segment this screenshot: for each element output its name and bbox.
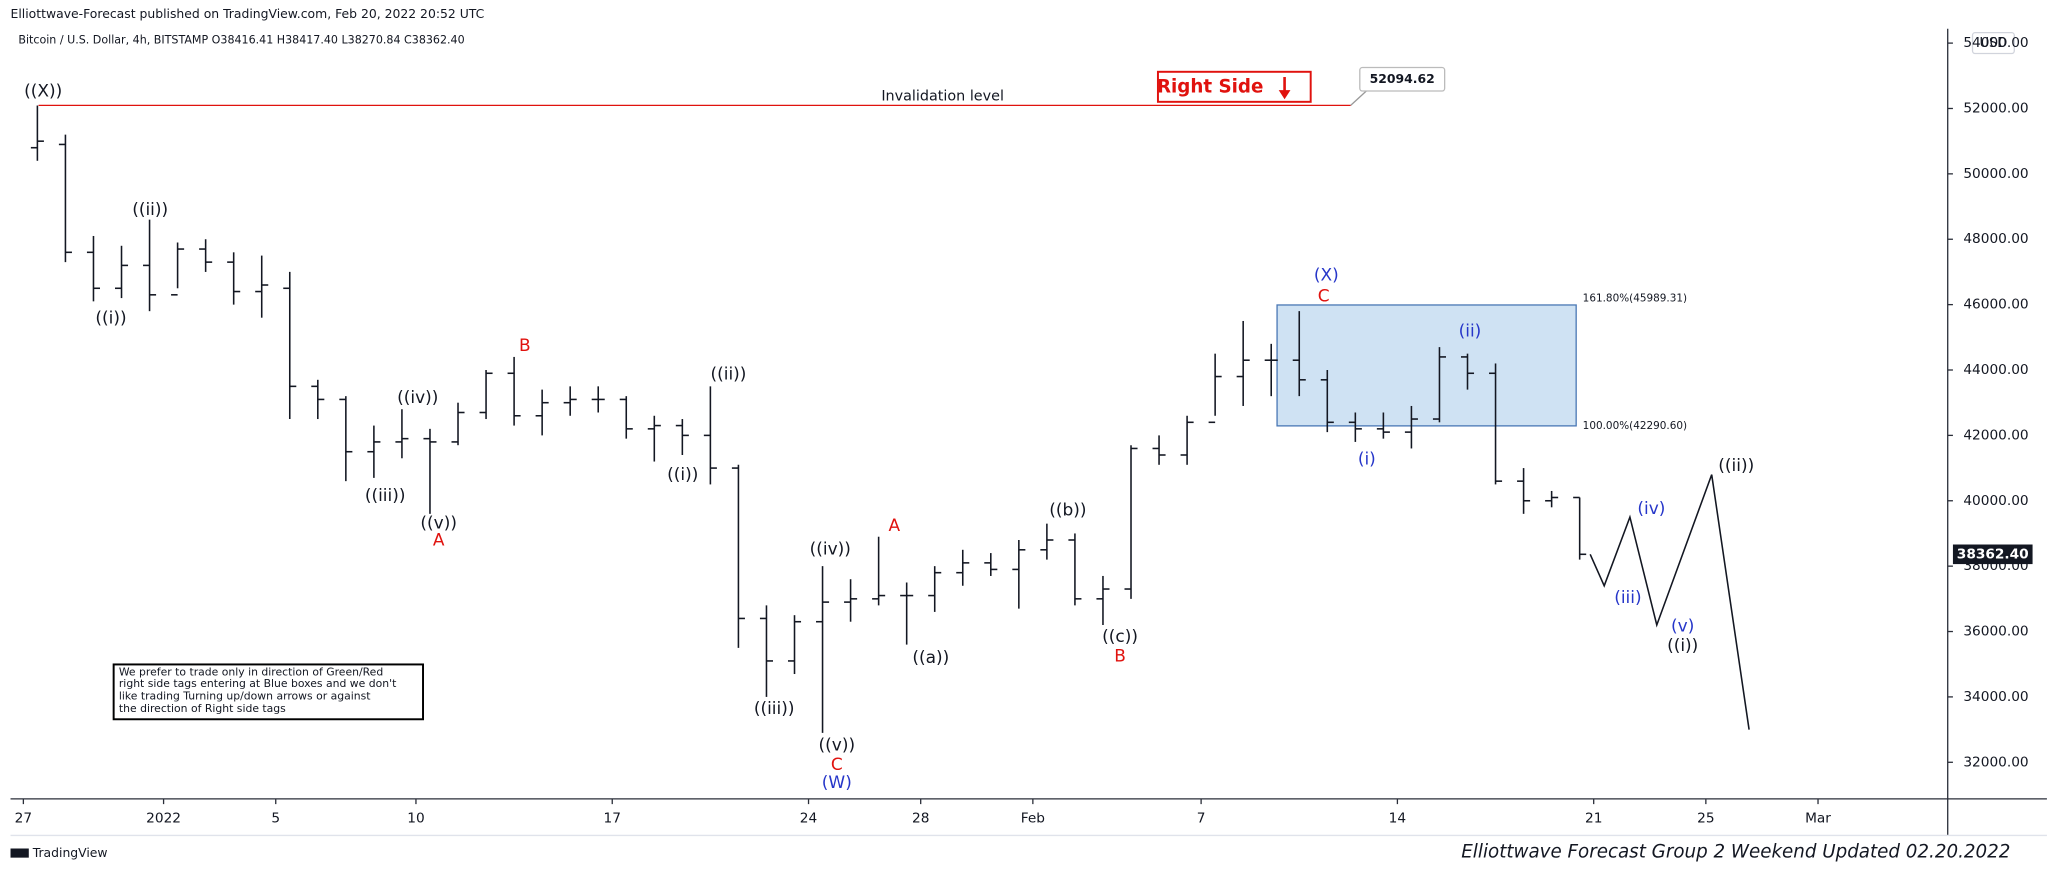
fib-label: 161.80%(45989.31) (1583, 292, 1687, 304)
y-tick-label: 44000.00 (1963, 362, 2028, 378)
wave-label: (X) (1314, 265, 1339, 285)
y-tick-label: 48000.00 (1963, 231, 2028, 247)
header: Elliottwave-Forecast published on Tradin… (11, 6, 485, 21)
y-tick-label: 40000.00 (1963, 493, 2028, 509)
x-tick-label: 17 (604, 810, 621, 826)
wave-label: ((v)) (420, 513, 457, 533)
y-tick-label: 46000.00 (1963, 297, 2028, 313)
wave-label: A (888, 516, 900, 536)
wave-label: (v) (1671, 617, 1694, 637)
y-tick-label: 32000.00 (1963, 754, 2028, 770)
x-tick-label: 5 (271, 810, 280, 826)
y-tick-label: 50000.00 (1963, 166, 2028, 182)
last-price-label: 38362.40 (1957, 546, 2029, 562)
wave-label: B (1114, 647, 1126, 667)
footer-brand: TradingView (32, 845, 108, 860)
x-tick-label: 7 (1197, 810, 1206, 826)
footer-note: Elliottwave Forecast Group 2 Weekend Upd… (1461, 841, 2010, 862)
wave-label: B (519, 336, 531, 356)
fib-label: 100.00%(42290.60) (1583, 420, 1687, 432)
currency-badge (1971, 31, 2015, 55)
y-tick-label: 42000.00 (1963, 427, 2028, 443)
wave-label: C (1318, 286, 1330, 306)
x-tick-label: 27 (15, 810, 32, 826)
x-tick-label: 21 (1585, 810, 1602, 826)
wave-label: (iii) (1614, 588, 1641, 608)
note-line: We prefer to trade only in direction of … (119, 665, 383, 678)
wave-label: ((a)) (912, 648, 949, 668)
note: We prefer to trade only in direction of … (119, 665, 397, 715)
x-tick-label: Feb (1021, 810, 1045, 826)
fib-box (1276, 304, 1577, 427)
wave-label: ((ii)) (1718, 456, 1754, 476)
x-tick-label: 10 (407, 810, 424, 826)
wave-label: (i) (1358, 449, 1376, 469)
note-line: right side tags entering at Blue boxes a… (119, 677, 397, 690)
callout-value: 52094.62 (1370, 71, 1435, 86)
x-tick-label: 24 (800, 810, 817, 826)
y-tick-label: 36000.00 (1963, 624, 2028, 640)
note-box (112, 663, 424, 721)
y-tick-label: 54000.00 (1963, 35, 2028, 51)
x-tick-label: 25 (1697, 810, 1714, 826)
wave-label: A (433, 530, 445, 550)
down-arrow (1278, 77, 1291, 100)
wave-label: ((iv)) (810, 540, 851, 560)
x-tick-label: Mar (1805, 810, 1831, 826)
wave-label: ((i)) (667, 465, 698, 485)
wave-label: ((ii)) (711, 365, 747, 385)
wave-label: (W) (822, 773, 852, 793)
wave-label: ((ii)) (132, 200, 168, 220)
x-tick-label: 14 (1389, 810, 1406, 826)
invalidation-label: Invalidation level (881, 88, 1004, 104)
wave-label: ((i)) (1667, 636, 1698, 656)
wave-label: ((i)) (95, 309, 126, 329)
x-tick-label: 2022 (146, 810, 181, 826)
wave-label: ((b)) (1049, 500, 1086, 520)
wave-label: ((iii)) (754, 699, 795, 719)
wave-label: (ii) (1459, 322, 1482, 342)
wave-label: ((iv)) (397, 388, 438, 408)
y-tick-label: 52000.00 (1963, 100, 2028, 116)
projection-path (1589, 474, 1750, 730)
plot: 161.80%(45989.31) 100.00%(42290.60) Invali… (24, 66, 1754, 793)
wave-label: ((iii)) (365, 486, 406, 506)
wave-label: (iv) (1637, 499, 1665, 519)
note-line: the direction of Right side tags (119, 702, 286, 715)
last-price-tag (1952, 544, 2033, 565)
right-side-label: Right Side (1157, 76, 1263, 97)
wave-label: C (831, 755, 843, 775)
symbol-line: Bitcoin / U.S. Dollar, 4h, BITSTAMP O384… (18, 33, 464, 46)
x-tick-label: 28 (912, 810, 929, 826)
y-tick-label: 34000.00 (1963, 689, 2028, 705)
callout-box (1359, 66, 1446, 92)
currency: USD (1979, 36, 2007, 51)
tv-logo (10, 848, 29, 858)
wave-label: ((X)) (24, 81, 62, 101)
note-line: like trading Turning up/down arrows or a… (119, 689, 371, 702)
wave-label: ((v)) (819, 735, 856, 755)
wave-label: ((c)) (1102, 627, 1138, 647)
callout-leader (1350, 90, 1367, 106)
